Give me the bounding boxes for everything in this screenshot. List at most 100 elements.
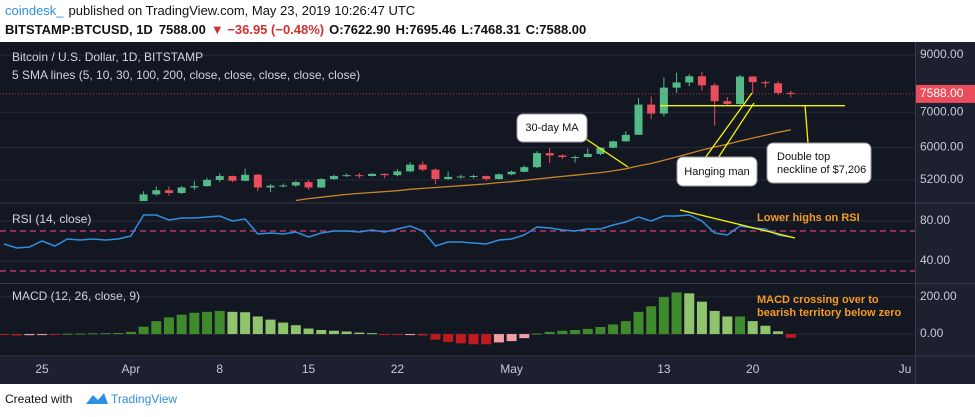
histogram-bar [722, 316, 733, 335]
candle-body [647, 104, 656, 114]
annotation-box [766, 142, 872, 184]
histogram-bar [481, 334, 492, 345]
histogram-bar [24, 334, 35, 336]
footer-brand[interactable]: TradingView [111, 392, 177, 406]
histogram-bar [125, 331, 136, 335]
candle-body [241, 174, 250, 181]
candle-body [393, 171, 402, 176]
candle-body [507, 171, 516, 175]
candle-body [177, 187, 186, 193]
x-tick-label: 25 [35, 362, 49, 376]
histogram-bar [709, 310, 720, 335]
open: O:7622.90 [329, 22, 390, 37]
histogram-bar [252, 316, 263, 335]
candle-body [291, 182, 300, 186]
histogram-bar [87, 333, 98, 335]
histogram-bar [493, 334, 504, 343]
candle-body [685, 76, 694, 83]
candle-body [723, 101, 732, 104]
histogram-bar [658, 297, 669, 335]
histogram-bar [49, 334, 60, 336]
histogram-bar [785, 334, 796, 338]
candle-body [583, 153, 592, 158]
candle-body [634, 104, 643, 135]
last-price-label: 7588.00 [920, 86, 964, 100]
header-line2: BITSTAMP:BTCUSD, 1D 7588.00 ▼ −36.95 (−0.4… [5, 22, 586, 37]
pane [0, 214, 915, 272]
x-tick-label: 20 [746, 362, 760, 376]
pane-title: MACD (12, 26, close, 9) [12, 289, 140, 303]
histogram-bar [100, 333, 111, 335]
candle-body [494, 174, 503, 180]
author: coindesk_ [5, 3, 64, 18]
candle-body [279, 185, 288, 187]
histogram-bar [405, 334, 416, 336]
histogram-bar [557, 330, 568, 335]
candle-body [469, 176, 478, 178]
candle-body [164, 190, 173, 193]
x-tick-label: 8 [216, 362, 223, 376]
histogram-bar [531, 333, 542, 335]
candle-body [482, 176, 491, 180]
histogram-bar [151, 321, 162, 335]
histogram-bar [189, 312, 200, 335]
annotation-box [516, 113, 588, 143]
footer-text: Created with [5, 392, 72, 406]
rsi-line [3, 214, 791, 249]
histogram-bar [37, 334, 48, 336]
candle-body [203, 179, 212, 187]
candle-body [329, 176, 338, 180]
histogram-bar [290, 325, 301, 335]
y-tick-label: 9000.00 [920, 47, 964, 61]
histogram-bar [214, 310, 225, 335]
histogram-bar [265, 319, 276, 335]
histogram-bar [671, 292, 682, 335]
x-tick-label: May [500, 362, 523, 376]
candle-body [317, 179, 326, 188]
histogram-bar [735, 316, 746, 335]
histogram-bar [443, 334, 454, 342]
histogram-bar [633, 311, 644, 335]
callouts [579, 92, 809, 239]
candle-body [215, 176, 224, 180]
histogram-bar [760, 325, 771, 335]
histogram-bar [430, 334, 441, 340]
change: ▼ −36.95 (−0.48%) [211, 22, 324, 37]
callout-line [704, 92, 755, 159]
histogram-bar [646, 306, 657, 335]
candle-body [380, 173, 389, 176]
y-tick-label: 7000.00 [920, 104, 964, 118]
histogram-bar [582, 328, 593, 335]
histogram-bar [747, 321, 758, 335]
candle-body [406, 164, 415, 172]
candle-body [228, 176, 237, 181]
footer-bg [0, 384, 975, 417]
histogram-bar [608, 324, 619, 335]
histogram-bar [62, 333, 73, 335]
last-price-box [916, 84, 975, 103]
candle-body [418, 164, 427, 170]
candle-body [444, 176, 453, 180]
candle-body [710, 85, 719, 102]
candle-body [304, 182, 313, 188]
candle-body [545, 153, 554, 156]
candle-body [456, 176, 465, 178]
histogram-bar [341, 331, 352, 335]
candle-body [253, 174, 262, 188]
annotation: Lower highs on RSI [757, 212, 860, 224]
histogram-bar [468, 334, 479, 345]
annotation: 30-day MA [525, 122, 579, 134]
y-tick-label: 200.00 [920, 289, 957, 303]
high: H:7695.46 [396, 22, 457, 37]
histogram-bar [278, 322, 289, 335]
histogram-bar [328, 330, 339, 335]
annotation: neckline of $7,206 [777, 164, 866, 176]
candle-body [355, 175, 364, 177]
x-tick-label: 15 [302, 362, 316, 376]
histogram-bar [455, 334, 466, 344]
candle-body [761, 82, 770, 84]
candle-body [520, 167, 529, 172]
y-tick-label: 0.00 [920, 326, 944, 340]
histogram-bar [163, 317, 174, 335]
y-tick-label: 40.00 [920, 253, 950, 267]
